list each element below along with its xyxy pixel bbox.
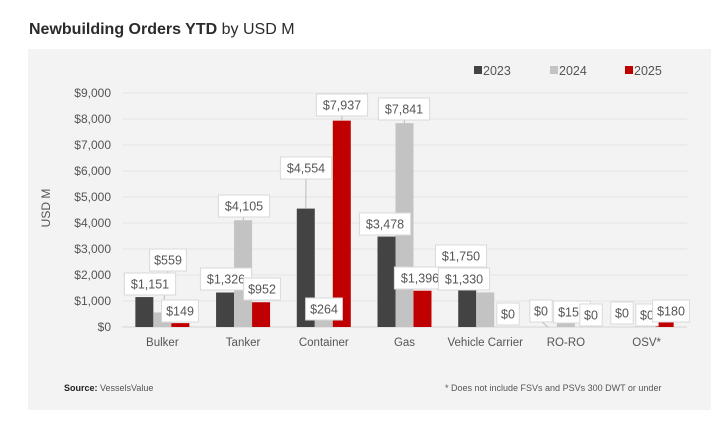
data-label-box	[579, 303, 603, 327]
legend-swatch-2025	[625, 66, 633, 74]
y-tick-label: $6,000	[74, 164, 111, 178]
data-label: $149	[166, 305, 194, 319]
x-category-label: Gas	[394, 337, 415, 349]
chart-title: Newbuilding Orders YTD by USD M	[29, 21, 295, 39]
chart-title-bold: Newbuilding Orders YTD	[29, 21, 218, 38]
y-axis-ticks: $0 $1,000 $2,000 $3,000 $4,000 $5,000 $6,000 $7…	[74, 86, 111, 334]
bar-2024-container	[314, 320, 333, 327]
data-label-box	[149, 248, 187, 272]
data-label: $4,554	[287, 162, 325, 176]
data-label: $559	[154, 254, 182, 268]
data-label-box	[279, 156, 333, 180]
source-value: VesselsValue	[100, 383, 154, 393]
x-category-label: Container	[299, 337, 349, 349]
data-label: $7,841	[385, 103, 423, 117]
data-label: $1,396	[401, 272, 439, 286]
bar-2025-gas	[413, 290, 432, 327]
x-category-label: Tanker	[226, 337, 261, 349]
y-axis-label: USD M	[39, 189, 53, 228]
data-label: $180	[657, 305, 685, 319]
data-label: $0	[501, 308, 515, 322]
legend-swatch-2023	[474, 66, 482, 74]
legend-label-2024: 2024	[559, 64, 587, 78]
x-category-label: RO-RO	[547, 337, 585, 349]
data-label-box	[217, 194, 271, 218]
data-label-box	[305, 297, 343, 321]
y-tick-label: $4,000	[74, 216, 111, 230]
bar-2023-tanker	[216, 292, 235, 327]
source-note: Source: VesselsValue	[64, 383, 153, 393]
data-label-box	[434, 244, 488, 268]
bar-2023-container	[296, 208, 315, 327]
y-tick-label: $9,000	[74, 86, 111, 100]
legend-label-2023: 2023	[483, 64, 511, 78]
source-label: Source:	[64, 383, 98, 393]
data-label-box	[529, 299, 553, 323]
data-label-box	[610, 301, 634, 325]
x-category-label: OSV*	[632, 337, 661, 349]
legend: 2023 2024 2025	[474, 64, 662, 78]
bar-2025-container	[332, 120, 351, 327]
bar-2023-bulker	[135, 297, 154, 327]
data-label-box	[377, 97, 431, 121]
data-label-box	[161, 299, 199, 323]
data-label: $0	[534, 305, 548, 319]
data-label-box	[315, 93, 369, 117]
data-label: $0	[584, 309, 598, 323]
x-category-label: Bulker	[146, 337, 179, 349]
bar-2024-vehicle-carrier	[476, 292, 495, 327]
bar-2025-bulker	[171, 323, 190, 327]
footnote: * Does not include FSVs and PSVs 300 DWT…	[445, 383, 662, 393]
y-tick-label: $1,000	[74, 294, 111, 308]
bar-2024-ro-ro	[556, 322, 575, 327]
data-labels: $1,151 $559 $149 $1,326 $4,105 $952 $4,554 $264…	[123, 93, 690, 327]
data-label: $1,326	[207, 273, 245, 287]
data-label: $3,478	[366, 218, 404, 232]
data-label-box	[652, 299, 690, 323]
data-label: $0	[640, 309, 654, 323]
data-label-box	[437, 267, 491, 291]
data-label: $0	[615, 307, 629, 321]
data-label: $264	[310, 303, 338, 317]
y-tick-label: $0	[98, 320, 112, 334]
bar-2025-osv-	[655, 322, 674, 327]
y-tick-label: $8,000	[74, 112, 111, 126]
y-tick-label: $3,000	[74, 242, 111, 256]
data-label: $1,330	[445, 273, 483, 287]
legend-label-2025: 2025	[634, 64, 662, 78]
data-label: $1,151	[131, 278, 169, 292]
data-label-box	[496, 302, 520, 326]
bar-2023-vehicle-carrier	[458, 281, 477, 327]
y-tick-label: $2,000	[74, 268, 111, 282]
bar-2025-tanker	[252, 302, 271, 327]
bar-2023-gas	[377, 236, 396, 327]
y-tick-label: $5,000	[74, 190, 111, 204]
x-category-label: Vehicle Carrier	[448, 337, 524, 349]
data-label: $7,937	[323, 99, 361, 113]
data-label-box	[243, 277, 281, 301]
data-label-box	[123, 272, 177, 296]
data-label-box	[358, 212, 412, 236]
y-tick-label: $7,000	[74, 138, 111, 152]
legend-swatch-2024	[550, 66, 558, 74]
data-label: $4,105	[225, 200, 263, 214]
data-label: $156	[558, 306, 586, 320]
chart-title-regular: by USD M	[221, 21, 295, 38]
x-axis-categories: Bulker Tanker Container Gas Vehicle Carrier R…	[146, 337, 661, 349]
data-label: $1,750	[442, 250, 480, 264]
data-label: $952	[248, 283, 276, 297]
